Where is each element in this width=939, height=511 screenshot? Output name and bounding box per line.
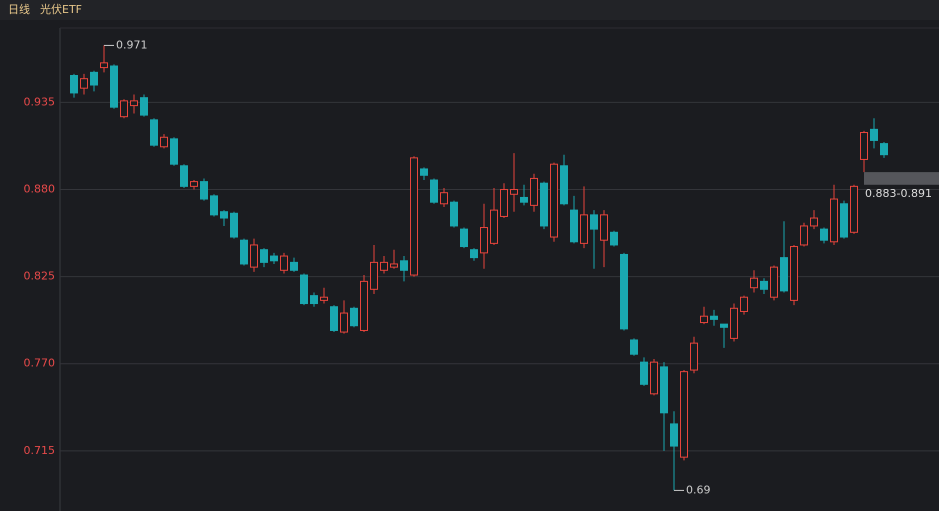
- candle-body: [360, 280, 368, 331]
- candle-body: [560, 165, 568, 205]
- candle-body: [850, 185, 858, 233]
- candle-body: [710, 315, 718, 320]
- candle-body: [650, 361, 658, 395]
- candle-body: [660, 366, 668, 414]
- min-label: 0.69: [686, 483, 711, 496]
- candle-body: [820, 228, 828, 241]
- y-tick-label: 0.880: [24, 183, 56, 196]
- candle-body: [120, 100, 128, 118]
- candle-body: [270, 255, 278, 262]
- y-tick-label: 0.770: [24, 357, 56, 370]
- candle-body: [180, 165, 188, 187]
- y-tick-label: 0.935: [24, 95, 56, 108]
- candle-body: [800, 225, 808, 246]
- candle-body: [250, 244, 258, 268]
- candle-body: [310, 295, 318, 305]
- candle-body: [640, 361, 648, 385]
- candle-body: [440, 192, 448, 205]
- y-tick-label: 0.715: [24, 444, 56, 457]
- candle-body: [590, 214, 598, 230]
- candle-body: [480, 227, 488, 254]
- candle-body: [470, 249, 478, 259]
- range-band: [864, 172, 939, 185]
- period-label: 日线: [8, 2, 30, 16]
- candle-body: [330, 306, 338, 331]
- candle-body: [700, 315, 708, 324]
- candle-body: [300, 274, 308, 305]
- candle-body: [770, 266, 778, 298]
- candle-body: [160, 136, 168, 148]
- candle-body: [100, 62, 108, 69]
- candle-body: [460, 228, 468, 248]
- candle-body: [420, 168, 428, 176]
- candle-body: [610, 231, 618, 246]
- candle-body: [90, 71, 98, 86]
- candle-body: [200, 181, 208, 200]
- candle-body: [690, 342, 698, 371]
- candle-body: [70, 75, 78, 94]
- max-label: 0.971: [116, 38, 148, 51]
- candle-body: [580, 214, 588, 244]
- candle-body: [410, 157, 418, 276]
- y-tick-label: 0.825: [24, 270, 56, 283]
- candle-body: [720, 323, 728, 328]
- candle-body: [740, 296, 748, 312]
- candle-body: [520, 196, 528, 203]
- candle-body: [880, 143, 888, 156]
- candle-body: [570, 209, 578, 243]
- candle-body: [430, 179, 438, 203]
- candle-body: [750, 277, 758, 289]
- candle-body: [500, 189, 508, 217]
- candle-body: [830, 198, 838, 243]
- candle-body: [540, 182, 548, 227]
- candle-body: [760, 280, 768, 290]
- candle-body: [530, 177, 538, 206]
- candle-body: [320, 296, 328, 301]
- candle-body: [390, 263, 398, 268]
- candle-body: [130, 100, 138, 107]
- candle-body: [280, 255, 288, 271]
- instrument-name: 光伏ETF: [40, 2, 82, 16]
- candle-body: [400, 260, 408, 271]
- candle-body: [380, 261, 388, 271]
- candle-body: [230, 212, 238, 238]
- candle-body: [840, 203, 848, 238]
- header-bar: [0, 0, 939, 20]
- candle-body: [870, 128, 878, 141]
- candle-body: [260, 249, 268, 263]
- candle-body: [790, 246, 798, 301]
- candle-body: [370, 261, 378, 290]
- candle-body: [150, 119, 158, 146]
- candle-body: [670, 423, 678, 447]
- candle-body: [730, 307, 738, 339]
- candle-body: [110, 65, 118, 108]
- candle-body: [630, 339, 638, 355]
- candle-body: [550, 163, 558, 238]
- candle-body: [600, 214, 608, 241]
- candle-body: [220, 211, 228, 219]
- candle-body: [290, 261, 298, 271]
- candle-body: [780, 257, 788, 292]
- candle-body: [240, 239, 248, 265]
- candle-body: [680, 371, 688, 458]
- candle-body: [620, 253, 628, 330]
- candle-body: [210, 195, 218, 216]
- candle-body: [860, 132, 868, 160]
- candle-body: [140, 97, 148, 116]
- candle-body: [190, 181, 198, 187]
- candle-body: [810, 217, 818, 227]
- candle-body: [340, 312, 348, 333]
- candle-body: [350, 307, 358, 327]
- candle-body: [80, 78, 88, 89]
- candle-body: [510, 189, 518, 195]
- candle-body: [450, 201, 458, 227]
- range-label: 0.883-0.891: [865, 187, 932, 200]
- candle-body: [490, 209, 498, 244]
- candle-body: [170, 138, 178, 165]
